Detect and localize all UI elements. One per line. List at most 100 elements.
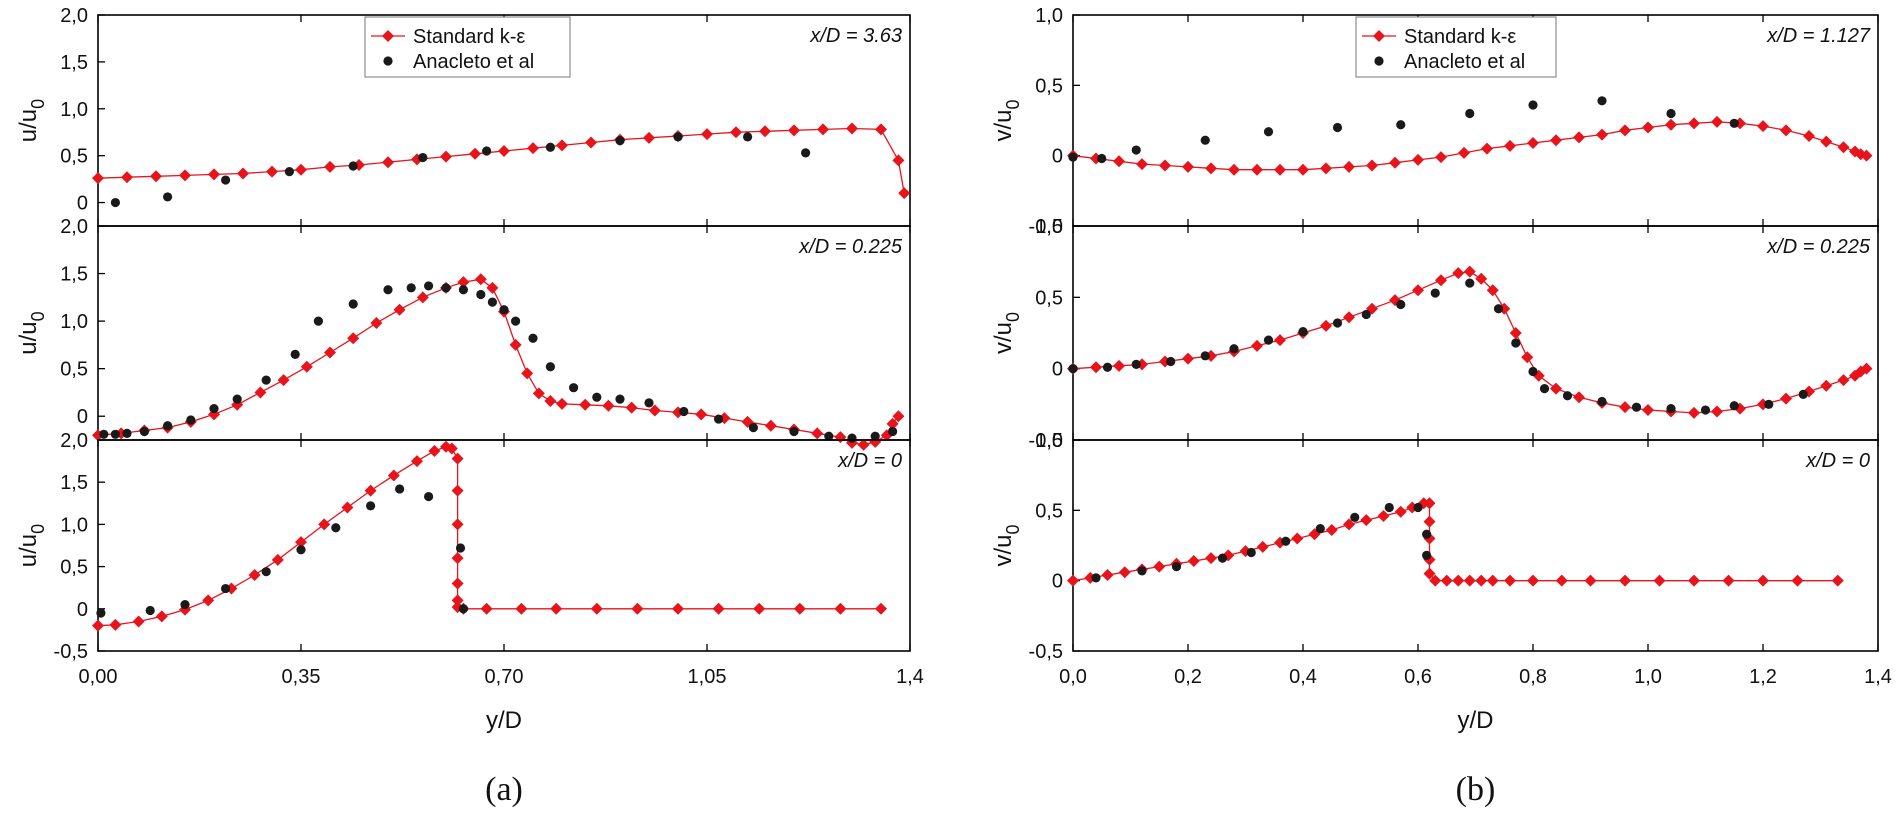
exp-marker — [1422, 550, 1432, 560]
sim-marker — [411, 455, 423, 468]
sim-marker — [1159, 159, 1171, 172]
sim-marker — [370, 317, 383, 330]
legend-box — [1355, 16, 1557, 78]
sim-marker — [1780, 124, 1792, 137]
exp-marker — [1384, 502, 1394, 513]
x-tick-label: 0,2 — [1174, 666, 1202, 688]
sim-marker — [121, 171, 133, 184]
y-tick-label: 2,0 — [60, 430, 88, 452]
sim-marker — [1619, 401, 1631, 414]
sim-marker — [1412, 153, 1424, 166]
y-axis-label: v/u0 — [990, 99, 1023, 141]
sim-marker — [1343, 311, 1355, 324]
exp-marker — [313, 316, 323, 326]
sim-marker — [1820, 135, 1833, 148]
sim-marker — [846, 122, 858, 135]
y-axis-label-subscript: 0 — [28, 524, 48, 534]
sim-marker — [451, 552, 464, 565]
exp-marker — [1102, 362, 1113, 372]
sim-marker — [451, 577, 464, 590]
axes-frame — [97, 439, 911, 652]
sim-line — [1072, 121, 1867, 171]
legend-exp-marker — [1374, 56, 1384, 66]
sim-marker — [1555, 574, 1568, 587]
exp-marker — [1562, 391, 1573, 401]
y-axis-label-main: u/u — [15, 321, 42, 354]
sim-marker — [428, 444, 441, 457]
y-axis-label-subscript: 0 — [1003, 99, 1023, 109]
exp-marker — [163, 192, 173, 202]
x-tick-label: 1,4 — [896, 666, 924, 688]
sim-marker — [474, 273, 487, 286]
sim-marker — [579, 398, 592, 411]
x-tick-label: 0,70 — [485, 666, 524, 688]
sim-marker — [544, 395, 557, 408]
sim-marker — [764, 419, 777, 432]
sim-marker — [886, 417, 899, 430]
sim-marker — [1527, 574, 1539, 587]
exp-marker — [110, 197, 120, 208]
x-tick-label: 0,8 — [1519, 666, 1547, 688]
sim-marker — [1860, 362, 1873, 375]
exp-marker — [1729, 118, 1739, 128]
sim-marker — [631, 602, 644, 615]
sim-marker — [1274, 334, 1286, 347]
sim-marker — [1291, 532, 1304, 545]
sim-marker — [793, 602, 806, 615]
sim-marker — [1722, 574, 1735, 587]
legend-exp-marker — [383, 56, 393, 66]
exp-marker — [221, 583, 231, 594]
sim-marker — [1325, 524, 1338, 537]
station-annotation: x/D = 1.127 — [1766, 25, 1871, 47]
sim-marker — [672, 602, 684, 615]
y-tick-label: 0 — [1052, 359, 1063, 381]
y-tick-label: 0,5 — [60, 359, 88, 381]
sim-marker — [1343, 518, 1355, 531]
exp-marker — [424, 281, 434, 291]
y-tick-label: 0 — [77, 406, 88, 428]
sim-marker — [1187, 554, 1200, 567]
y-axis-label-subscript: 0 — [28, 99, 48, 109]
sim-marker — [892, 154, 905, 167]
sim-marker — [602, 399, 615, 412]
exp-marker — [615, 394, 625, 404]
x-tick-label: 0,0 — [1059, 666, 1087, 688]
y-tick-label: 2,0 — [60, 5, 88, 27]
sim-marker — [1475, 574, 1488, 587]
sim-marker — [445, 442, 458, 455]
sim-marker — [1153, 560, 1166, 573]
y-tick-label: 1,0 — [60, 311, 88, 333]
sim-marker — [1665, 118, 1677, 131]
sim-marker — [817, 123, 829, 136]
exp-marker — [510, 316, 521, 326]
exp-marker — [458, 285, 468, 295]
exp-marker — [545, 142, 556, 152]
exp-marker — [186, 415, 196, 425]
sim-marker — [1521, 351, 1534, 364]
sim-marker — [1205, 552, 1217, 565]
sim-marker — [132, 615, 145, 628]
exp-marker — [1361, 309, 1371, 320]
sim-marker — [1182, 160, 1194, 173]
sim-marker — [277, 374, 290, 387]
x-tick-label: 0,35 — [282, 666, 321, 688]
exp-marker — [1396, 299, 1406, 310]
exp-marker — [424, 491, 434, 502]
sim-marker — [1228, 163, 1240, 176]
sim-marker — [1860, 149, 1873, 162]
subplot-a-2: 2,01,51,00,50-0,5u/u0x/D = 0 — [15, 430, 911, 663]
legend-exp-label: Anacleto et al — [1404, 51, 1525, 73]
sim-marker — [179, 169, 191, 182]
exp-marker — [1200, 351, 1210, 361]
exp-marker — [331, 523, 341, 533]
sim-marker — [486, 281, 499, 294]
exp-marker — [406, 283, 416, 293]
y-tick-label: 0 — [77, 599, 88, 621]
exp-marker — [1131, 145, 1141, 155]
sim-marker — [237, 167, 249, 180]
sim-marker — [1343, 160, 1355, 173]
y-tick-label: 0 — [1052, 146, 1063, 168]
sim-marker — [875, 123, 887, 136]
